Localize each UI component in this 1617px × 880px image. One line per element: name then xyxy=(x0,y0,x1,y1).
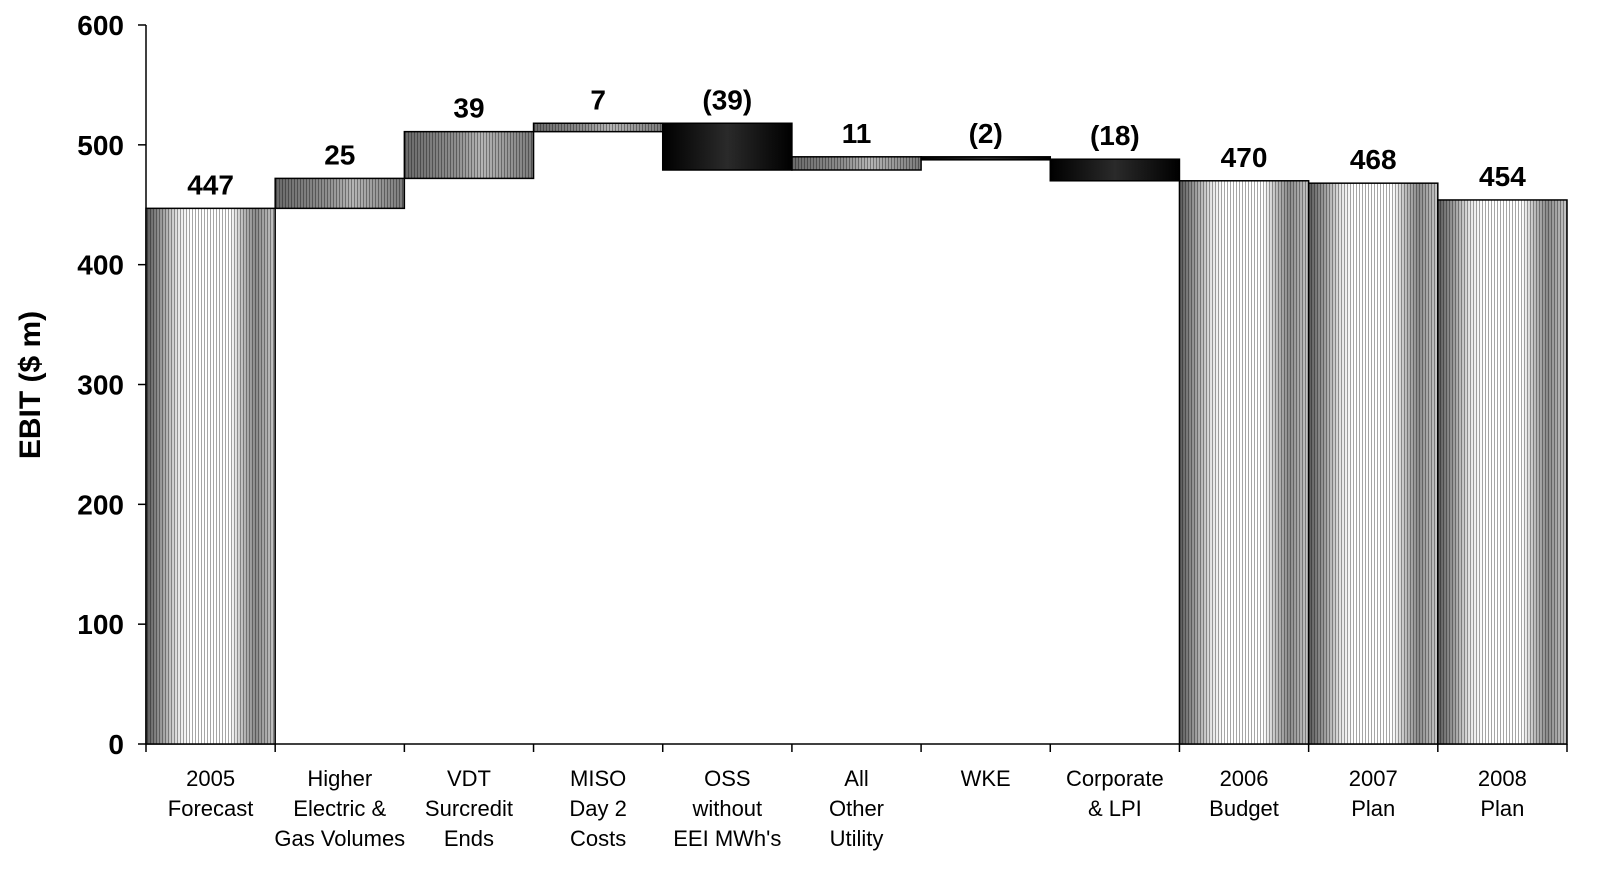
plot-area: 0 100 200 300 400 500 600 447 2005 Forecast 25 High… xyxy=(77,10,1568,851)
data-label-10: 468 xyxy=(1350,144,1397,175)
category-label-11: 2008 Plan xyxy=(1478,766,1527,821)
bar-texture-9 xyxy=(1179,180,1309,745)
data-label-6: 11 xyxy=(842,118,872,149)
category-label-line: All xyxy=(844,766,868,791)
category-label-line: Electric & xyxy=(293,796,386,821)
data-label-9: 470 xyxy=(1221,142,1268,173)
category-label-line: Plan xyxy=(1351,796,1395,821)
y-tick-label: 400 xyxy=(77,250,124,281)
data-label-4: 7 xyxy=(590,84,606,115)
data-label-7: (2) xyxy=(969,118,1003,149)
category-label-2: Higher Electric & Gas Volumes xyxy=(274,766,405,851)
category-label-line: MISO xyxy=(570,766,626,791)
category-label-line: Costs xyxy=(570,826,626,851)
category-label-5: OSS without EEI MWh's xyxy=(673,766,781,851)
data-label-2: 25 xyxy=(324,139,355,170)
y-tick-label: 0 xyxy=(108,729,124,760)
bar-texture-11 xyxy=(1437,199,1567,744)
data-label-11: 454 xyxy=(1479,161,1526,192)
category-label-1: 2005 Forecast xyxy=(168,766,254,821)
category-label-line: Day 2 xyxy=(569,796,626,821)
category-label-line: 2007 xyxy=(1349,766,1398,791)
category-label-line: Other xyxy=(829,796,884,821)
category-label-line: Surcredit xyxy=(425,796,513,821)
category-label-9: 2006 Budget xyxy=(1209,766,1279,821)
bar-texture-2 xyxy=(275,178,405,209)
category-label-line: VDT xyxy=(447,766,491,791)
bar-texture-1 xyxy=(146,208,276,745)
category-label-line: Corporate xyxy=(1066,766,1164,791)
category-label-10: 2007 Plan xyxy=(1349,766,1398,821)
category-label-line: & LPI xyxy=(1088,796,1142,821)
y-tick-label: 300 xyxy=(77,370,124,401)
category-label-line: WKE xyxy=(961,766,1011,791)
category-label-line: OSS xyxy=(704,766,750,791)
category-label-line: Gas Volumes xyxy=(274,826,405,851)
category-label-line: Budget xyxy=(1209,796,1279,821)
bar-8 xyxy=(1049,158,1181,182)
y-tick-label: 100 xyxy=(77,609,124,640)
bar-texture-3 xyxy=(404,131,534,179)
bar-texture-4 xyxy=(533,123,663,132)
category-label-line: 2008 xyxy=(1478,766,1527,791)
category-label-line: Plan xyxy=(1480,796,1524,821)
y-tick-label: 200 xyxy=(77,489,124,520)
y-tick-label: 500 xyxy=(77,130,124,161)
category-label-line: without xyxy=(691,796,762,821)
data-label-8: (18) xyxy=(1090,120,1140,151)
bar-5 xyxy=(661,122,793,171)
category-label-7: WKE xyxy=(961,766,1011,791)
category-label-line: Higher xyxy=(307,766,372,791)
y-axis-title: EBIT ($ m) xyxy=(14,311,47,459)
data-label-1: 447 xyxy=(187,169,234,200)
data-label-3: 39 xyxy=(453,93,484,124)
category-label-8: Corporate & LPI xyxy=(1066,766,1164,821)
category-label-line: 2005 xyxy=(186,766,235,791)
category-label-4: MISO Day 2 Costs xyxy=(569,766,626,851)
category-label-line: 2006 xyxy=(1220,766,1269,791)
data-label-5: (39) xyxy=(702,84,752,115)
category-label-line: Utility xyxy=(830,826,884,851)
category-label-line: Forecast xyxy=(168,796,254,821)
y-tick-label: 600 xyxy=(77,10,124,41)
bar-texture-10 xyxy=(1308,183,1438,744)
category-label-6: All Other Utility xyxy=(829,766,884,851)
category-label-3: VDT Surcredit Ends xyxy=(425,766,513,851)
bar-texture-6 xyxy=(791,156,922,170)
category-label-line: EEI MWh's xyxy=(673,826,781,851)
bar-7 xyxy=(920,156,1052,161)
category-label-line: Ends xyxy=(444,826,494,851)
